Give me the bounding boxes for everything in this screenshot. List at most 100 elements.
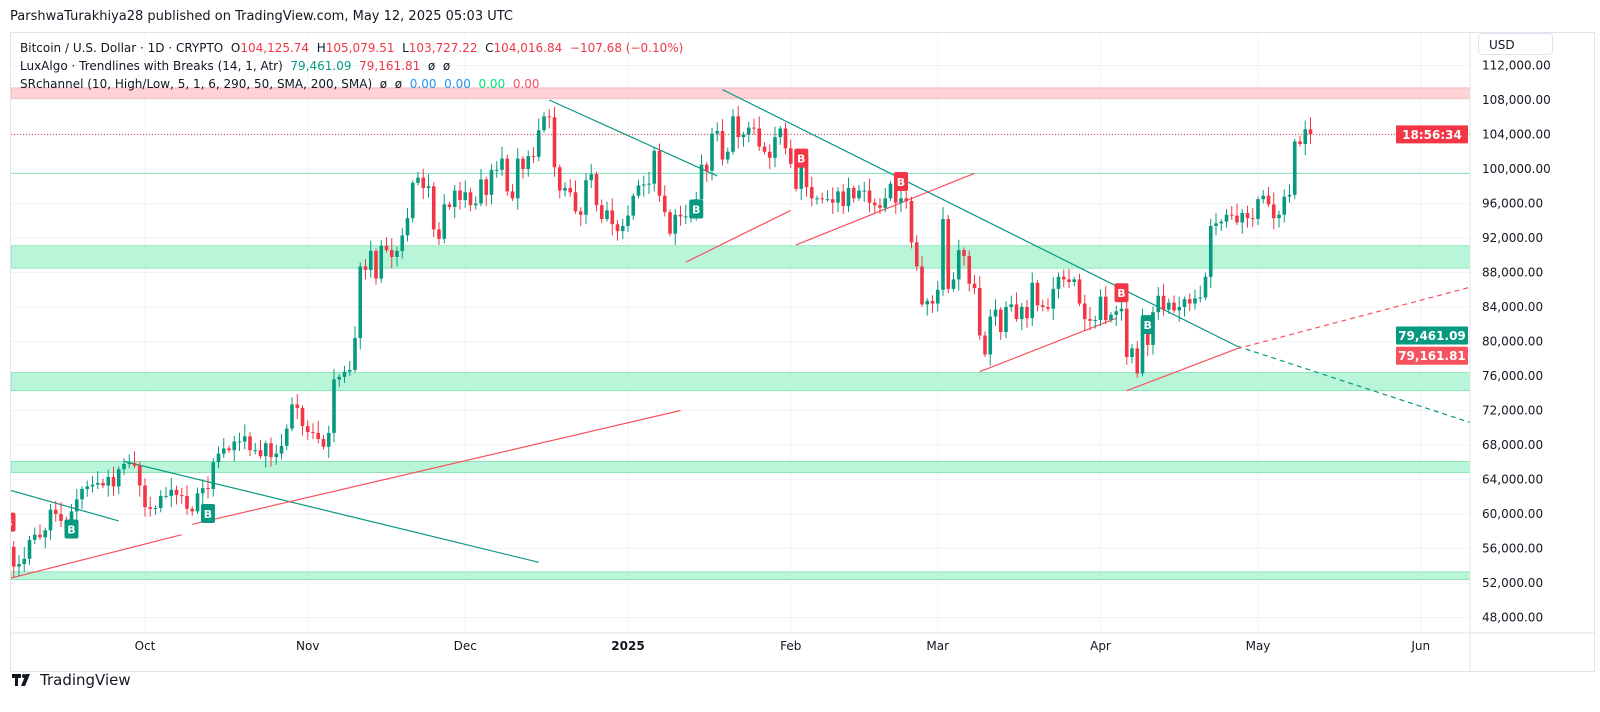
candle-body bbox=[841, 191, 846, 207]
candle bbox=[132, 451, 137, 469]
trendline-up bbox=[685, 209, 792, 263]
currency-button[interactable]: USD bbox=[1478, 33, 1553, 55]
candle bbox=[1261, 190, 1266, 204]
candle-body bbox=[494, 169, 499, 171]
indicator-name[interactable]: SRchannel (10, High/Low, 5, 1, 6, 290, 5… bbox=[20, 77, 373, 91]
low-label: L bbox=[402, 41, 409, 55]
candle-body bbox=[704, 164, 709, 171]
candle-body bbox=[778, 128, 783, 138]
candle-body bbox=[762, 146, 767, 152]
candle bbox=[206, 476, 210, 499]
candle bbox=[326, 425, 331, 458]
candle-body bbox=[242, 436, 247, 442]
chart-frame[interactable] bbox=[10, 32, 1595, 672]
candle-body bbox=[599, 205, 604, 220]
break-label-bullish: B bbox=[201, 504, 215, 523]
candle-body bbox=[899, 198, 903, 203]
candle-body bbox=[857, 190, 861, 199]
tradingview-logo[interactable]: TradingView bbox=[12, 671, 131, 689]
candle bbox=[872, 198, 877, 213]
candle-body bbox=[43, 530, 48, 538]
candle bbox=[1224, 209, 1229, 228]
candle bbox=[988, 309, 993, 366]
candle bbox=[683, 204, 688, 225]
break-label-text: B bbox=[67, 524, 75, 537]
indicator-value: 79,161.81 bbox=[359, 59, 421, 73]
candle-body bbox=[1229, 214, 1234, 216]
candle bbox=[993, 299, 998, 326]
trendline-down bbox=[11, 489, 119, 522]
candle bbox=[116, 466, 121, 495]
candle bbox=[111, 466, 116, 496]
symbol-legend[interactable]: Bitcoin / U.S. Dollar · 1D · CRYPTO O104… bbox=[20, 39, 683, 57]
candle bbox=[353, 326, 357, 373]
candle bbox=[221, 438, 226, 458]
candle-body bbox=[983, 335, 987, 355]
candle bbox=[935, 280, 940, 312]
trendline-up bbox=[11, 534, 182, 579]
candle bbox=[668, 209, 672, 237]
candle bbox=[825, 190, 830, 202]
candle bbox=[773, 126, 777, 168]
candle-body bbox=[1235, 215, 1239, 223]
candle bbox=[746, 121, 751, 143]
break-label-bearish: B bbox=[11, 512, 16, 532]
candle bbox=[1287, 184, 1292, 203]
candle bbox=[342, 365, 347, 383]
y-tick-label: 52,000.00 bbox=[1482, 576, 1543, 590]
candle-body bbox=[783, 128, 788, 149]
candle-body bbox=[437, 229, 441, 239]
y-tick-label: 108,000.00 bbox=[1482, 93, 1551, 107]
candle bbox=[594, 171, 599, 212]
indicator-value: ø bbox=[442, 59, 451, 73]
indicator-legend-luxalgo[interactable]: LuxAlgo · Trendlines with Breaks (14, 1,… bbox=[20, 57, 683, 75]
candle bbox=[941, 207, 945, 296]
candle bbox=[169, 477, 174, 508]
candle bbox=[311, 423, 315, 439]
candle-body bbox=[1203, 276, 1208, 298]
candle bbox=[321, 434, 326, 450]
candle bbox=[1082, 294, 1087, 331]
candle-body bbox=[972, 283, 977, 289]
candle bbox=[48, 503, 53, 540]
candle bbox=[647, 171, 651, 195]
indicator-name[interactable]: LuxAlgo · Trendlines with Breaks (14, 1,… bbox=[20, 59, 283, 73]
candle bbox=[1056, 272, 1061, 299]
tradingview-logo-icon bbox=[12, 674, 30, 686]
candle bbox=[946, 214, 951, 294]
symbol-title[interactable]: Bitcoin / U.S. Dollar · 1D · CRYPTO bbox=[20, 41, 224, 55]
candle bbox=[1119, 299, 1124, 321]
high-label: H bbox=[316, 41, 326, 55]
candle bbox=[542, 112, 546, 133]
candle-body bbox=[521, 158, 525, 169]
candle-body bbox=[132, 463, 137, 466]
candle bbox=[253, 442, 258, 455]
candle-body bbox=[127, 463, 132, 465]
candle-body bbox=[295, 404, 300, 408]
candle-body bbox=[662, 195, 667, 213]
candle-body bbox=[1193, 298, 1197, 304]
candle-body bbox=[426, 186, 431, 188]
candle bbox=[17, 555, 21, 577]
candle bbox=[90, 475, 95, 493]
candle bbox=[431, 182, 436, 238]
candle-body bbox=[505, 158, 510, 192]
candle-body bbox=[967, 256, 972, 284]
candle-body bbox=[416, 177, 420, 183]
candle bbox=[505, 154, 510, 196]
indicator-legend-srchannel[interactable]: SRchannel (10, High/Low, 5, 1, 6, 290, 5… bbox=[20, 75, 683, 93]
x-tick-label: Oct bbox=[135, 639, 156, 653]
candle bbox=[447, 201, 452, 210]
candle bbox=[1193, 289, 1197, 310]
open-label: O bbox=[230, 41, 241, 55]
candle-body bbox=[80, 488, 84, 500]
candle-body bbox=[731, 116, 735, 152]
candle bbox=[1250, 207, 1255, 227]
candle-body bbox=[531, 156, 536, 158]
candle bbox=[972, 274, 977, 295]
candle-body bbox=[573, 192, 578, 212]
chart-legend: Bitcoin / U.S. Dollar · 1D · CRYPTO O104… bbox=[20, 39, 683, 93]
x-tick-label: 2025 bbox=[611, 639, 644, 653]
candle bbox=[673, 209, 678, 245]
